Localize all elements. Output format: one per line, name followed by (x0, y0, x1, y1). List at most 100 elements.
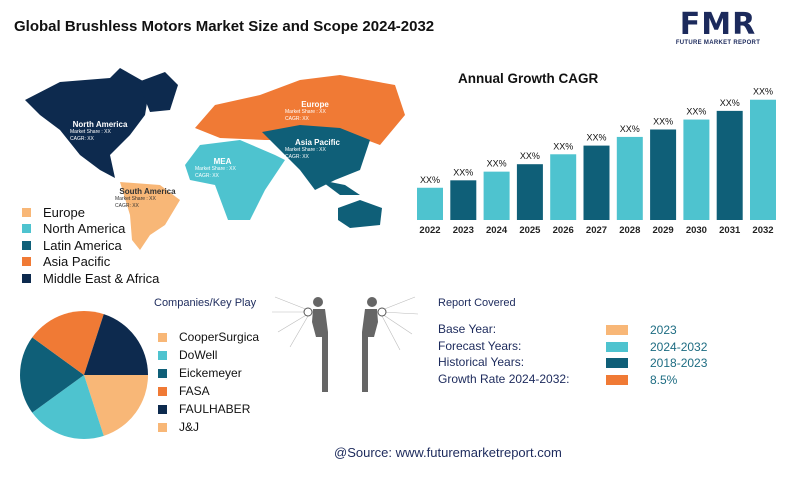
map-australia (338, 200, 382, 228)
companies-title: Companies/Key Play (154, 297, 257, 309)
report-swatch (606, 341, 628, 352)
map-legend-item: Asia Pacific (22, 254, 159, 271)
pie-legend-item: CooperSurgica (158, 328, 259, 346)
legend-label: Asia Pacific (43, 254, 111, 270)
pie-slice-fasa (32, 311, 104, 375)
map-label-south-america: South America Market Share : XX CAGR: XX (115, 187, 176, 209)
legend-label: Eickemeyer (179, 366, 242, 380)
world-map (25, 68, 405, 250)
report-value: 8.5% (650, 372, 678, 387)
map-asia-pacific (262, 125, 370, 190)
person-left-icon (312, 297, 328, 392)
report-value: 2023 (650, 323, 677, 337)
bar-2022 (417, 187, 443, 220)
map-label-asia-pacific: Asia Pacific Market Share : XX CAGR: XX (285, 138, 340, 160)
pie-slice-dowell (32, 375, 104, 439)
map-label-mea: MEA Market Share : XX CAGR: XX (195, 157, 236, 179)
x-tick-label: 2031 (719, 225, 741, 236)
map-greenland (138, 72, 178, 112)
bar-2028 (616, 136, 643, 220)
legend-label: North America (43, 221, 126, 237)
x-tick-label: 2025 (519, 225, 541, 236)
bar-2031 (716, 110, 743, 220)
bar-data-label: XX% (720, 98, 740, 108)
legend-swatch (158, 422, 167, 432)
report-value: 2024-2032 (650, 339, 708, 354)
report-label: Forecast Years: (438, 338, 522, 353)
legend-swatch (22, 240, 31, 250)
map-south-america (120, 182, 180, 250)
x-tick-label: 2032 (752, 225, 773, 236)
legend-label: DoWell (179, 348, 218, 362)
x-tick-label: 2023 (453, 225, 474, 236)
bar-data-label: XX% (453, 167, 473, 177)
bar-data-label: XX% (653, 116, 673, 126)
page-title: Global Brushless Motors Market Size and … (14, 18, 435, 35)
legend-swatch (22, 257, 31, 267)
x-tick-label: 2024 (486, 225, 508, 236)
report-value: 2018-2023 (650, 356, 708, 370)
bar-2032 (750, 99, 776, 220)
x-tick-label: 2029 (653, 225, 674, 236)
logo-mark: FMR (679, 7, 757, 42)
report-row: Growth Rate 2024-2032: 8.5% (438, 372, 778, 389)
legend-swatch (158, 350, 167, 360)
x-tick-label: 2028 (619, 225, 640, 236)
report-title: Report Covered (438, 297, 516, 309)
pie-legend-item: Eickemeyer (158, 364, 259, 382)
logo-text: FUTURE MARKET REPORT (675, 40, 761, 46)
report-swatch (606, 358, 628, 368)
map-legend-item: Europe (22, 204, 159, 221)
report-label: Growth Rate 2024-2032: (438, 371, 570, 386)
bar-data-label: XX% (487, 159, 507, 169)
map-europe-russia (195, 75, 405, 145)
report-swatch (606, 374, 628, 385)
legend-swatch (158, 368, 167, 378)
bar-data-label: XX% (553, 141, 573, 151)
legend-label: FASA (179, 384, 210, 398)
legend-swatch (158, 332, 167, 342)
pie-legend-item: J&J (158, 418, 259, 436)
legend-label: Latin America (43, 237, 122, 253)
bar-2023 (450, 180, 477, 220)
x-tick-label: 2030 (686, 225, 707, 236)
bar-data-label: XX% (586, 133, 606, 143)
fmr-logo: FMR FUTURE MARKET REPORT (668, 7, 768, 47)
map-legend-item: Middle East & Africa (22, 270, 159, 287)
person-right-icon (362, 297, 378, 392)
bar-2029 (650, 129, 677, 220)
magnifier-left-icon (303, 307, 313, 317)
bar-data-label: XX% (753, 87, 773, 97)
bar-data-label: XX% (620, 124, 640, 134)
legend-label: CooperSurgica (179, 330, 260, 344)
legend-swatch (22, 207, 31, 217)
bar-2024 (483, 171, 510, 220)
legend-label: Middle East & Africa (43, 270, 160, 286)
legend-label: J&J (179, 420, 200, 434)
chart-title: Annual Growth CAGR (458, 71, 599, 86)
source-text: @Source: www.futuremarketreport.com (334, 445, 562, 460)
x-tick-label: 2027 (586, 225, 607, 236)
bar-data-label: XX% (420, 175, 440, 185)
map-label-europe: Europe Market Share : XX CAGR: XX (285, 100, 329, 122)
x-tick-label: 2026 (553, 225, 574, 236)
bar-data-label: XX% (520, 151, 540, 161)
pie-legend-item: FASA (158, 382, 259, 400)
report-label: Base Year: (438, 322, 497, 336)
legend-swatch (158, 404, 167, 414)
bar-2026 (550, 154, 577, 220)
pie-legend-item: DoWell (158, 346, 259, 364)
analysts-illustration (272, 296, 419, 392)
legend-swatch (22, 273, 31, 283)
bar-2027 (583, 145, 610, 220)
pie-slice-faulhaber (84, 314, 148, 375)
legend-swatch (22, 224, 31, 234)
map-islands (320, 180, 360, 195)
map-africa (185, 140, 285, 220)
magnifier-right-icon (377, 307, 387, 317)
report-table: Base Year: 2023 Forecast Years: 2024-2032 Hi… (438, 322, 778, 388)
map-legend: Europe North America Latin America Asia Pac… (22, 204, 159, 287)
x-tick-label: 2022 (419, 225, 440, 236)
pie-chart (19, 311, 148, 439)
pie-legend-item: FAULHABER (158, 400, 259, 418)
